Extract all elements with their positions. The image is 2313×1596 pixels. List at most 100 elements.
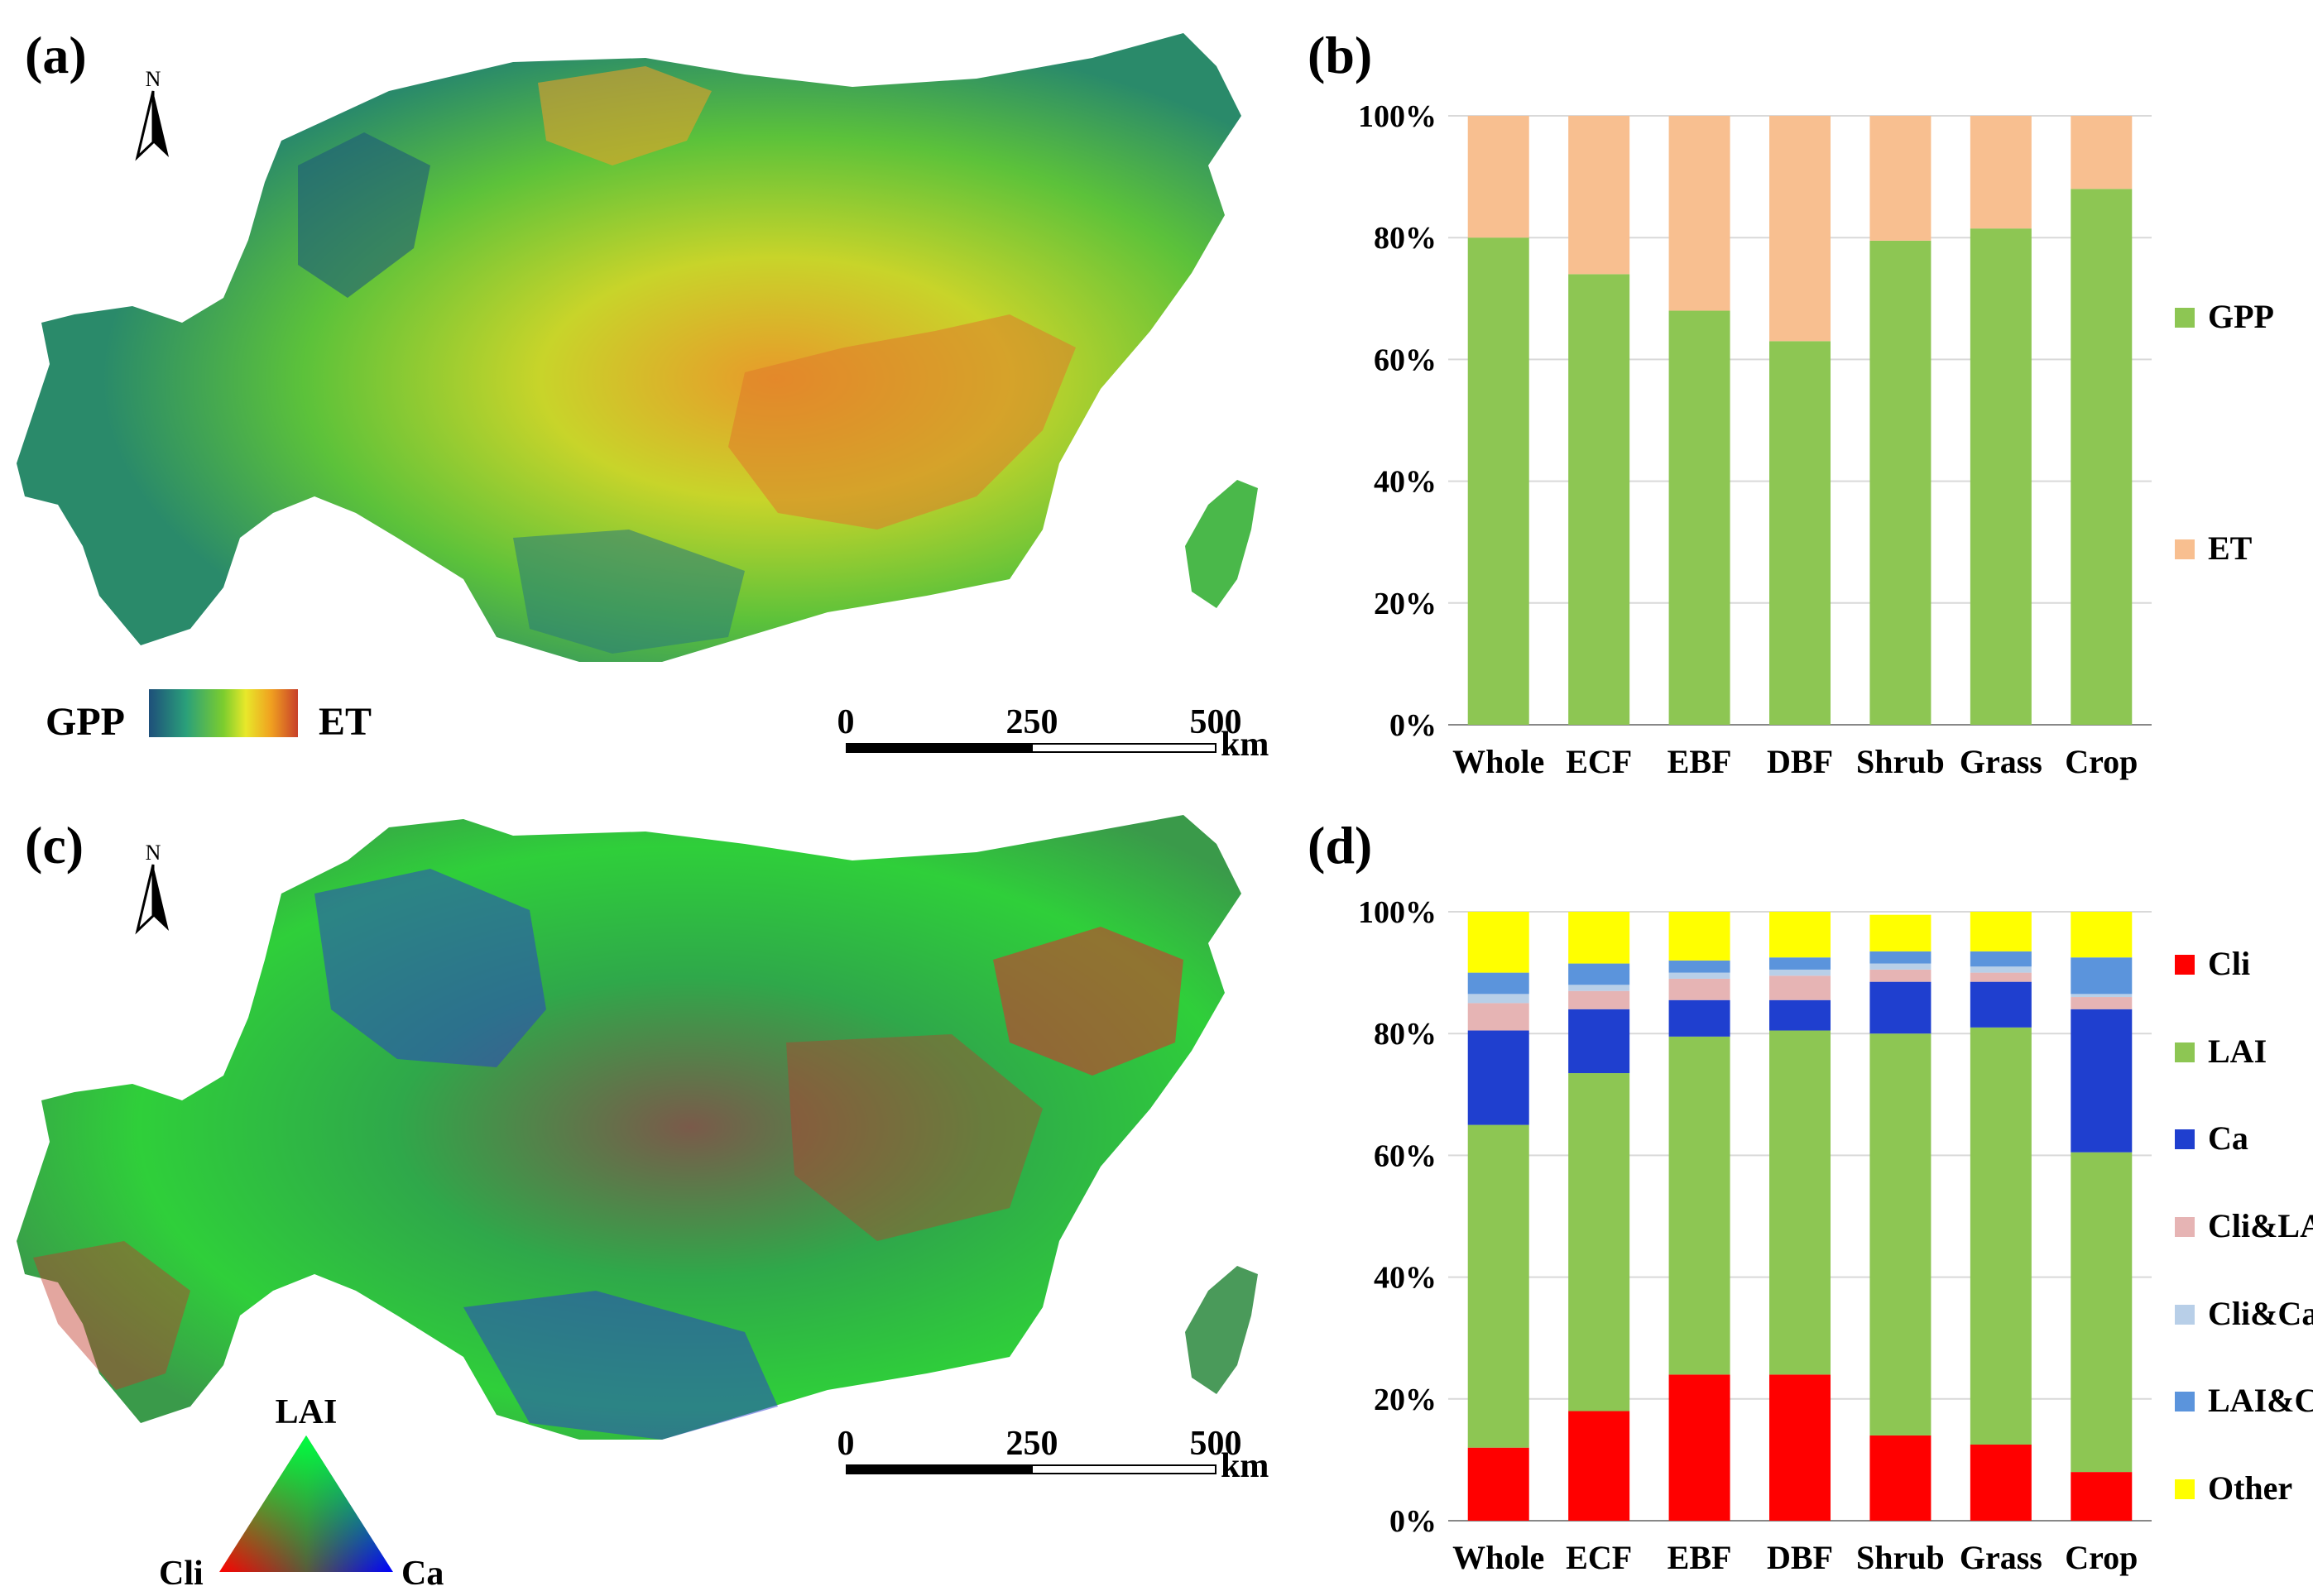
map-red-area xyxy=(33,1241,190,1390)
x-tick-label: Shrub xyxy=(1856,743,1945,780)
legend-label-gpp: GPP xyxy=(2208,298,2274,335)
x-tick-label: Grass xyxy=(1960,743,2042,780)
map-lowspot xyxy=(298,132,430,298)
bar-segment-cli-and-lai xyxy=(1568,990,1630,1009)
bar-segment-lai xyxy=(2071,1152,2133,1473)
scale-tick-0: 0 xyxy=(837,1425,855,1463)
bar-segment-cli xyxy=(1568,1411,1630,1521)
bar-segment-et xyxy=(2071,116,2133,189)
bar-segment-lai xyxy=(1869,1033,1931,1435)
bar-segment-ca xyxy=(1568,1009,1630,1074)
bar-segment-ca xyxy=(1769,999,1831,1031)
bar-segment-cli-and-ca xyxy=(1869,963,1931,970)
map-hotspot xyxy=(538,66,712,165)
north-arrow xyxy=(135,90,169,161)
bar-segment-ca xyxy=(1970,981,2032,1028)
map-blue-area xyxy=(463,1291,778,1440)
legend-swatch-cli xyxy=(2175,955,2195,975)
bar-segment-lai xyxy=(1568,1073,1630,1411)
map-region xyxy=(17,815,1241,1440)
legend-label-other: Other xyxy=(2208,1469,2292,1507)
scale-bar xyxy=(846,743,1216,753)
bar-segment-other xyxy=(1769,912,1831,958)
legend-label-cli-and-lai: Cli&LAI xyxy=(2208,1207,2313,1244)
scale-bar xyxy=(846,1464,1216,1474)
y-tick-label: 80% xyxy=(1374,1017,1437,1052)
legend-label-lai: LAI xyxy=(2208,1033,2267,1070)
bar-segment-lai-and-ca xyxy=(2071,957,2133,995)
bar-segment-cli xyxy=(1769,1374,1831,1521)
bar-segment-gpp xyxy=(1970,228,2032,725)
bar-segment-gpp xyxy=(1568,274,1630,725)
legend-label-cli-and-ca: Cli&Ca xyxy=(2208,1295,2313,1332)
bar-segment-other xyxy=(1467,912,1529,973)
x-tick-label: EBF xyxy=(1668,743,1732,780)
bar-segment-et xyxy=(1467,116,1529,238)
panel-c-label: (c) xyxy=(25,816,84,875)
legend-swatch-ca xyxy=(2175,1129,2195,1149)
bar-segment-cli xyxy=(1869,1435,1931,1521)
y-tick-label: 60% xyxy=(1374,343,1437,377)
gpp-et-stacked-bar-chart: 0% 20% 40% 60% 80% 100% Whole ECF EBF DBF Shrub Gra… xyxy=(1358,99,2274,780)
y-tick-label: 20% xyxy=(1374,1383,1437,1417)
x-tick-label: EBF xyxy=(1668,1539,1732,1576)
bar-segment-cli xyxy=(1467,1447,1529,1521)
bar-segment-other xyxy=(1869,914,1931,951)
y-tick-label: 80% xyxy=(1374,221,1437,256)
map-hotspot xyxy=(728,314,1076,530)
legend-swatch-gpp xyxy=(2175,308,2195,328)
bar-segment-et xyxy=(1869,116,1931,241)
bar-segment-ca xyxy=(1467,1030,1529,1125)
bar-segment-ca xyxy=(1668,999,1730,1037)
bar-segment-cli-and-ca xyxy=(1668,972,1730,979)
bar-segment-gpp xyxy=(1869,240,1931,725)
x-tick-label: DBF xyxy=(1767,1539,1833,1576)
bar-segment-gpp xyxy=(2071,189,2133,725)
scale-tick-250: 250 xyxy=(1006,703,1058,741)
map-island xyxy=(1185,1266,1258,1394)
bar-segment-lai xyxy=(1668,1036,1730,1375)
north-label: N xyxy=(146,841,161,865)
bar-segment-lai-and-ca xyxy=(1970,951,2032,967)
scale-unit: km xyxy=(1221,726,1269,764)
gpp-et-ratio-map: N GPP ET 0 250 500 km xyxy=(17,33,1269,764)
y-tick-label: 0% xyxy=(1389,1504,1437,1539)
bar-segment-cli-and-ca xyxy=(2071,994,2133,998)
bar-segment-et xyxy=(1970,116,2032,229)
bar-segment-et xyxy=(1769,116,1831,342)
panel-b-label: (b) xyxy=(1308,26,1373,84)
legend-swatch-lai-and-ca xyxy=(2175,1392,2195,1411)
bar-segment-cli-and-lai xyxy=(2071,997,2133,1009)
bar-segment-ca xyxy=(2071,1009,2133,1153)
bar-segment-lai-and-ca xyxy=(1869,951,1931,964)
bar-segment-cli-and-ca xyxy=(1467,994,1529,1004)
x-tick-label: Shrub xyxy=(1856,1539,1945,1576)
legend-gpp-label: GPP xyxy=(46,700,125,744)
bar-segment-other xyxy=(1568,912,1630,964)
legend-label-lai-and-ca: LAI&Ca xyxy=(2208,1382,2313,1419)
gpp-et-color-ramp xyxy=(149,689,298,737)
bar-segment-cli-and-lai xyxy=(1467,1003,1529,1031)
panel-d-label: (d) xyxy=(1308,816,1373,875)
x-tick-label: Grass xyxy=(1960,1539,2042,1576)
scale-tick-500: 500 xyxy=(1190,703,1242,741)
bar-segment-lai xyxy=(1769,1030,1831,1375)
legend-swatch-et xyxy=(2175,539,2195,559)
bar-segment-lai xyxy=(1467,1124,1529,1448)
bar-segment-lai xyxy=(1970,1027,2032,1445)
x-tick-label: Whole xyxy=(1452,1539,1544,1576)
legend-label-cli: Cli xyxy=(2208,945,2250,982)
y-tick-label: 20% xyxy=(1374,587,1437,621)
bar-segment-cli-and-lai xyxy=(1869,969,1931,982)
bar-segment-other xyxy=(1668,912,1730,961)
y-tick-label: 60% xyxy=(1374,1138,1437,1173)
bar-segment-ca xyxy=(1869,981,1931,1034)
bar-segment-other xyxy=(2071,912,2133,958)
bar-segment-cli-and-ca xyxy=(1769,969,1831,976)
legend-label-ca: Ca xyxy=(2208,1119,2248,1157)
bar-segment-lai-and-ca xyxy=(1769,957,1831,970)
x-tick-label: Whole xyxy=(1452,743,1544,780)
legend-et-label: ET xyxy=(319,700,372,744)
y-tick-label: 40% xyxy=(1374,1261,1437,1296)
x-tick-label: Crop xyxy=(2065,743,2138,780)
